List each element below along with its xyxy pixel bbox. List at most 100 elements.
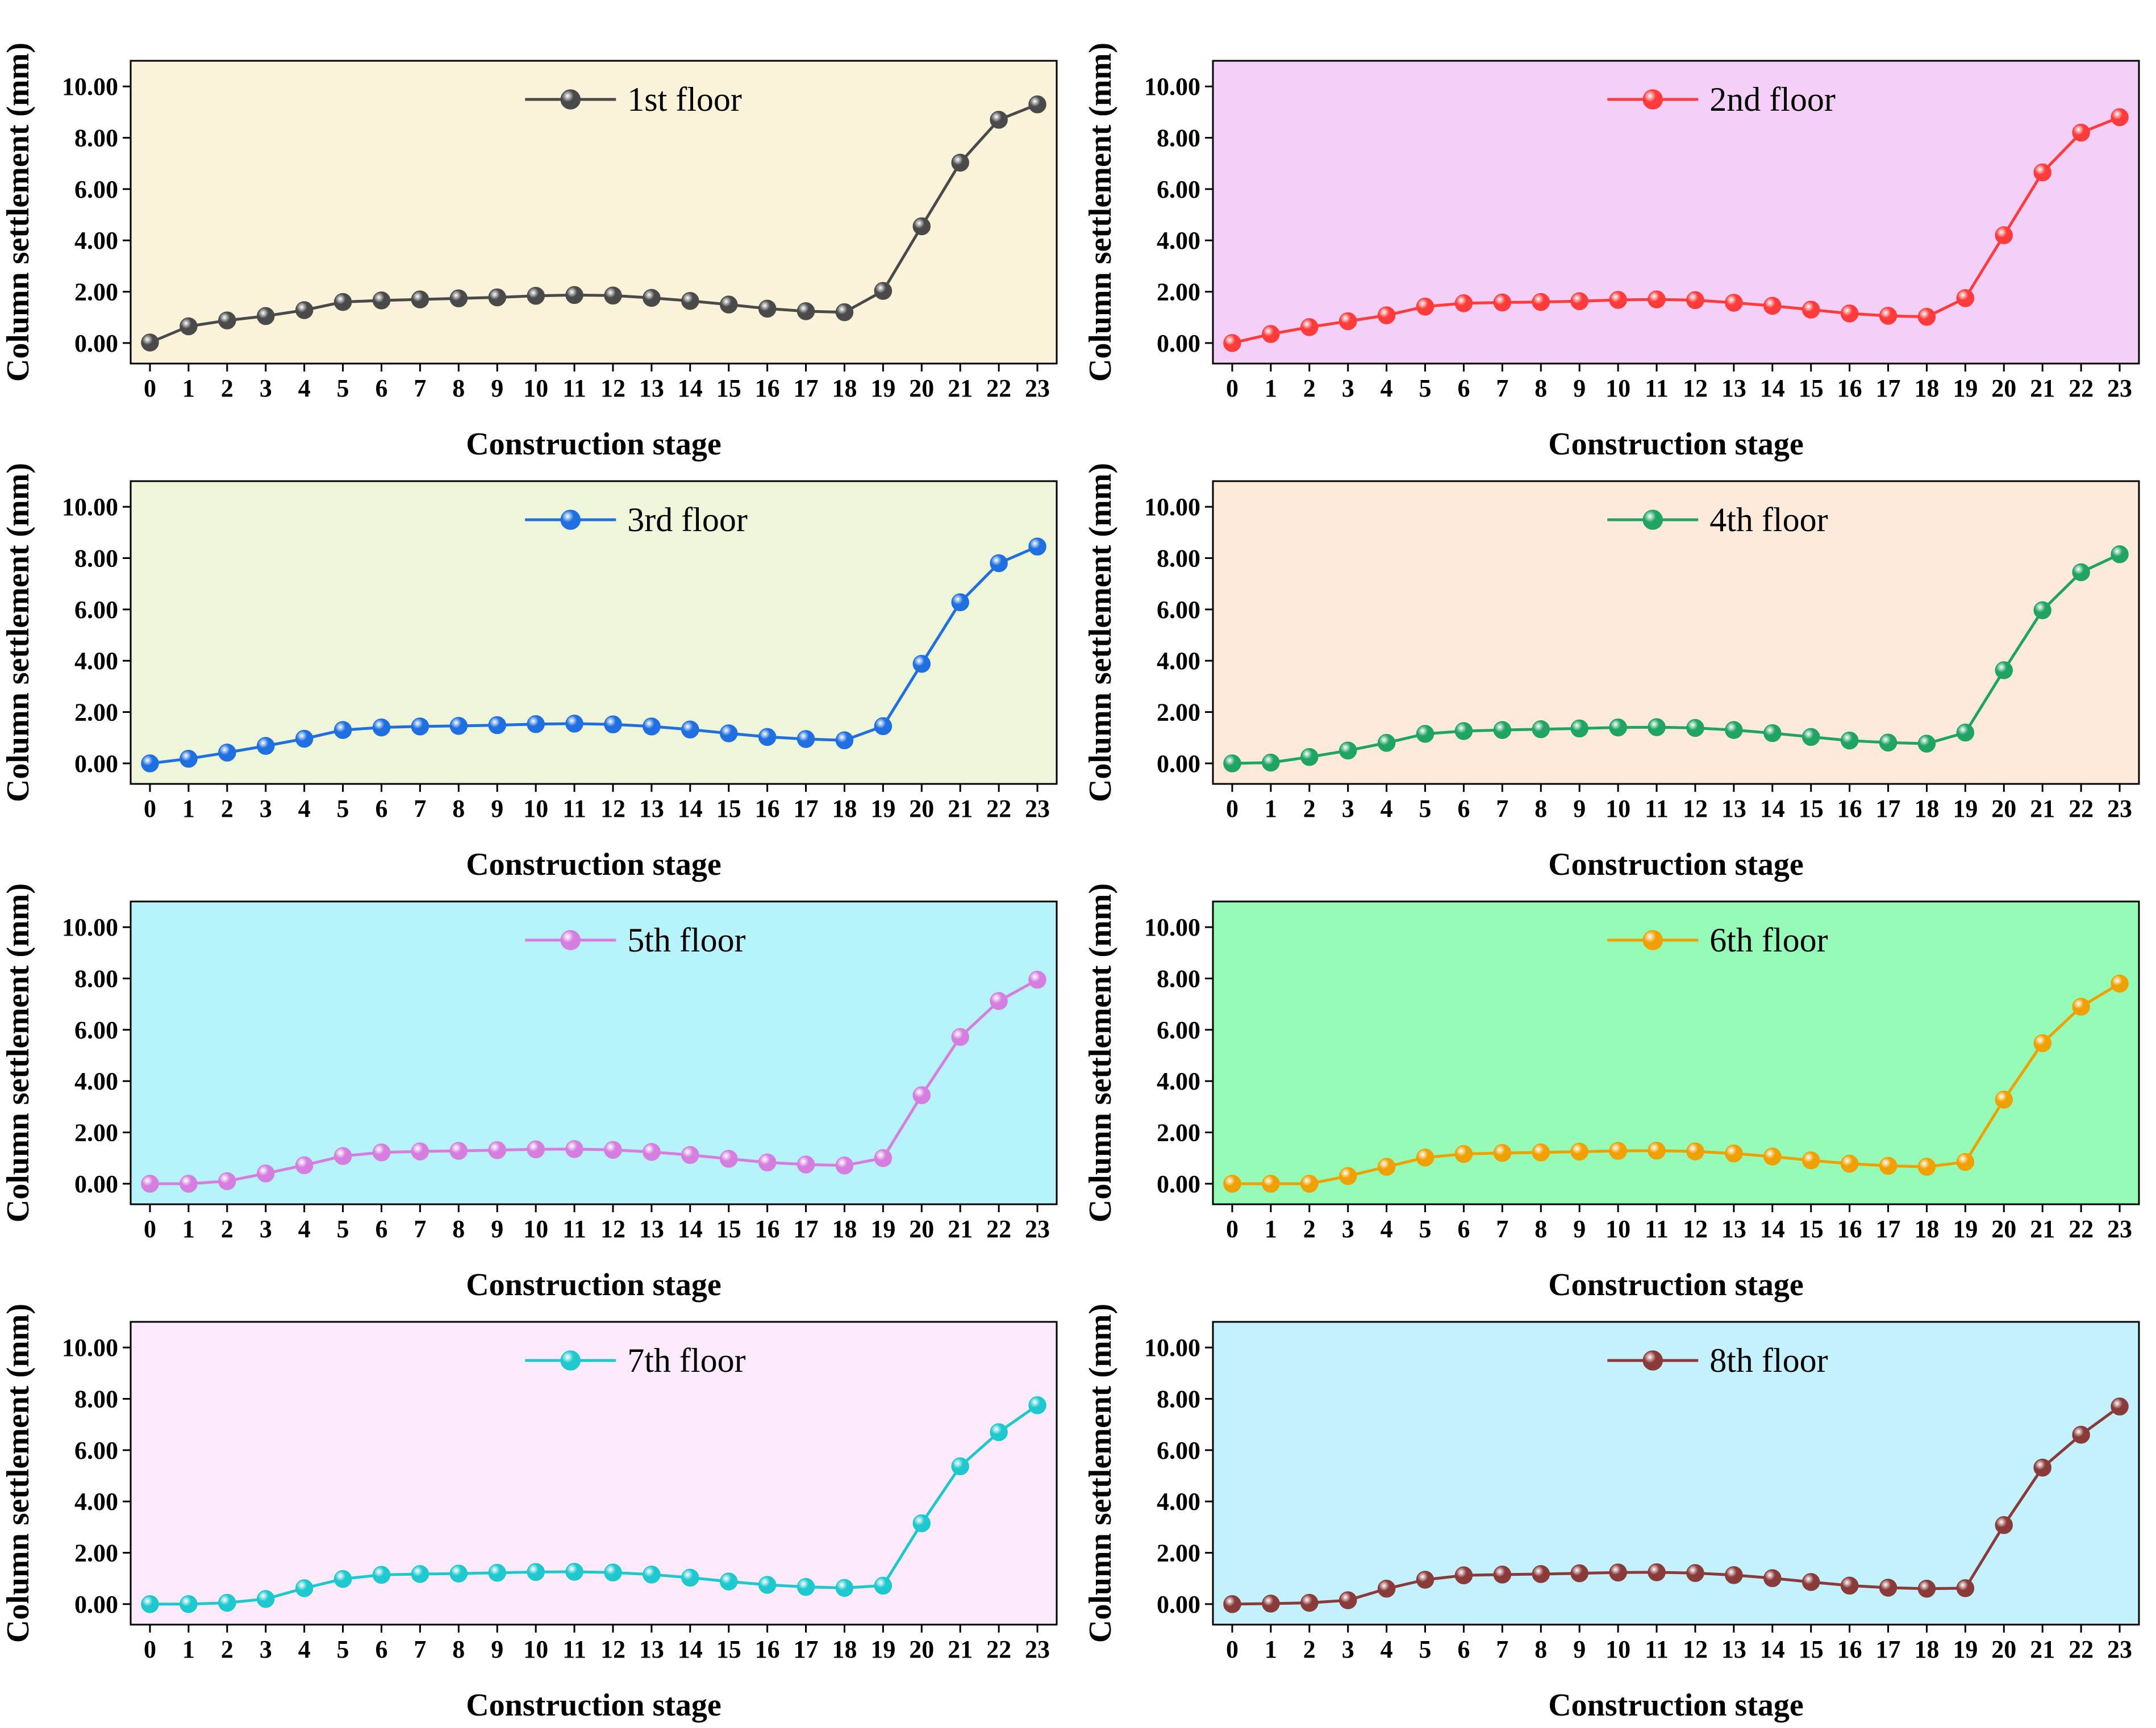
x-tick-label: 15 <box>716 374 741 402</box>
data-point <box>913 1087 930 1104</box>
x-tick-label: 11 <box>1645 1215 1669 1243</box>
x-tick-label: 12 <box>1683 1215 1708 1243</box>
x-tick-label: 11 <box>1645 374 1669 402</box>
y-axis-title: Column settlement (mm) <box>1083 1304 1118 1643</box>
x-tick-label: 21 <box>2030 374 2055 402</box>
data-point <box>1301 749 1318 766</box>
data-point <box>1532 294 1549 311</box>
data-point <box>219 744 236 761</box>
x-tick-label: 17 <box>1876 1635 1901 1663</box>
legend-marker <box>561 90 580 109</box>
data-point <box>836 732 853 749</box>
x-tick-label: 2 <box>1303 795 1316 823</box>
x-tick-label: 21 <box>2030 795 2055 823</box>
x-tick-label: 11 <box>562 374 586 402</box>
y-axis-title: Column settlement (mm) <box>1 43 36 382</box>
x-tick-label: 22 <box>2069 1215 2094 1243</box>
x-tick-label: 12 <box>1683 374 1708 402</box>
data-point <box>1841 305 1858 322</box>
x-tick-label: 10 <box>1605 1215 1630 1243</box>
x-tick-label: 19 <box>1953 1215 1978 1243</box>
x-tick-label: 17 <box>794 374 819 402</box>
data-point <box>411 291 428 308</box>
x-tick-label: 0 <box>1226 374 1238 402</box>
data-point <box>180 750 197 767</box>
y-tick-label: 2.00 <box>74 1119 118 1147</box>
x-tick-label: 6 <box>375 795 387 823</box>
x-tick-label: 14 <box>678 795 703 823</box>
data-point <box>2111 108 2128 126</box>
x-tick-label: 11 <box>562 795 586 823</box>
data-point <box>874 1150 891 1167</box>
x-tick-label: 7 <box>414 795 426 823</box>
x-tick-label: 14 <box>1760 1215 1785 1243</box>
data-point <box>759 1154 776 1171</box>
x-tick-label: 1 <box>1265 1215 1277 1243</box>
x-tick-label: 13 <box>639 374 664 402</box>
data-point <box>373 292 390 309</box>
x-tick-label: 0 <box>144 1215 156 1243</box>
x-tick-label: 1 <box>182 1635 195 1663</box>
data-point <box>1764 725 1781 742</box>
data-point <box>1301 319 1318 336</box>
x-tick-label: 20 <box>1991 795 2016 823</box>
y-tick-label: 8.00 <box>1157 124 1200 152</box>
data-point <box>1648 1564 1665 1581</box>
data-point <box>990 992 1007 1009</box>
data-point <box>450 290 467 307</box>
data-point <box>1455 1567 1472 1584</box>
data-point <box>2034 1459 2051 1476</box>
y-tick-label: 4.00 <box>1157 647 1200 675</box>
data-point <box>759 1576 776 1593</box>
x-tick-label: 4 <box>1381 374 1393 402</box>
y-tick-label: 0.00 <box>74 329 118 357</box>
y-tick-label: 10.00 <box>1144 493 1200 521</box>
y-tick-label: 2.00 <box>1157 278 1200 306</box>
x-tick-label: 12 <box>600 374 625 402</box>
x-tick-label: 14 <box>1760 1635 1785 1663</box>
x-tick-label: 9 <box>491 795 503 823</box>
data-point <box>836 1579 853 1596</box>
y-tick-label: 4.00 <box>74 647 118 675</box>
y-tick-label: 4.00 <box>74 227 118 254</box>
data-point <box>296 302 313 319</box>
figure: 0.002.004.006.008.0010.000 1 2 3 4 5 6 7 8 9 10 11 1… <box>0 0 2156 1728</box>
y-tick-label: 6.00 <box>1157 1016 1200 1044</box>
data-point <box>1532 1144 1549 1161</box>
x-axis-title: Construction stage <box>1548 1688 1804 1723</box>
y-tick-label: 4.00 <box>1157 1488 1200 1516</box>
x-tick-label: 23 <box>2107 1215 2132 1243</box>
x-tick-label: 4 <box>1381 1635 1393 1663</box>
x-tick-label: 13 <box>1721 1635 1746 1663</box>
x-tick-label: 11 <box>1645 795 1669 823</box>
data-point <box>1532 1566 1549 1583</box>
data-point <box>489 717 506 734</box>
data-point <box>604 716 622 733</box>
data-point <box>1725 1567 1742 1584</box>
chart-panel-4: 0.002.004.006.008.0010.000 1 2 3 4 5 6 7 8 9 10 11 1… <box>1083 463 2139 882</box>
y-tick-label: 10.00 <box>62 913 118 941</box>
data-point <box>180 318 197 335</box>
x-tick-label: 10 <box>523 1215 548 1243</box>
x-tick-label: 9 <box>1573 1215 1586 1243</box>
x-tick-label: 2 <box>1303 374 1316 402</box>
data-point <box>1803 1573 1820 1591</box>
x-tick-label: 18 <box>1914 795 1939 823</box>
x-tick-label: 3 <box>1342 374 1354 402</box>
y-tick-label: 2.00 <box>74 278 118 306</box>
data-point <box>1648 719 1665 736</box>
data-point <box>604 1141 622 1158</box>
data-point <box>2034 1034 2051 1051</box>
y-axis-title: Column settlement (mm) <box>1 883 36 1222</box>
y-tick-label: 10.00 <box>1144 73 1200 101</box>
x-tick-label: 18 <box>1914 374 1939 402</box>
x-tick-label: 21 <box>948 1635 973 1663</box>
x-tick-label: 17 <box>1876 795 1901 823</box>
data-point <box>1725 721 1742 738</box>
legend-label: 4th floor <box>1709 501 1828 539</box>
legend-label: 5th floor <box>627 921 745 959</box>
data-point <box>604 287 622 304</box>
data-point <box>1687 291 1704 308</box>
data-point <box>257 307 274 324</box>
y-tick-label: 4.00 <box>74 1067 118 1095</box>
